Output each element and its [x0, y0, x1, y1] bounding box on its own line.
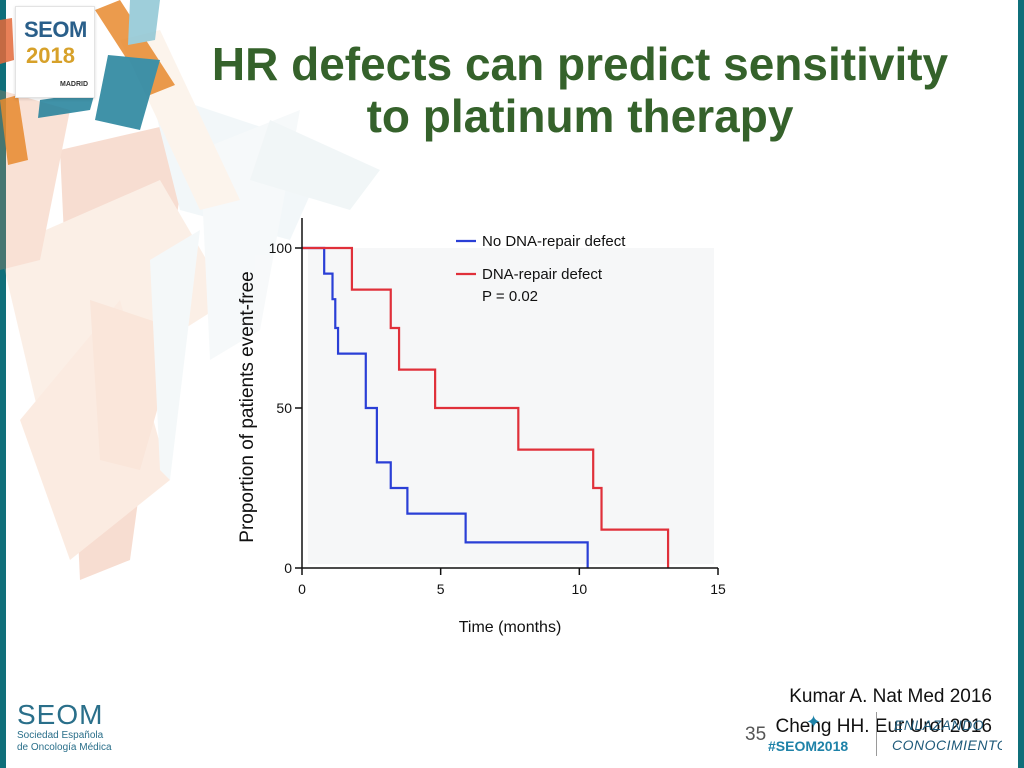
- decorative-background: [0, 0, 380, 580]
- y-axis-label: Proportion of patients event-free: [237, 271, 258, 543]
- slide-title-line2: to platinum therapy: [366, 90, 794, 142]
- legend-label-1: No DNA-repair defect: [482, 233, 626, 250]
- reference-1: Kumar A. Nat Med 2016: [789, 686, 992, 707]
- society-logo-title: SEOM: [17, 699, 104, 730]
- slide-number: 35: [745, 724, 767, 745]
- y-tick-label: 50: [276, 400, 292, 416]
- society-logo-line3: de Oncología Médica: [17, 742, 112, 753]
- plot-area: [308, 248, 714, 564]
- x-axis-label: Time (months): [459, 619, 562, 636]
- x-tick-label: 15: [710, 581, 726, 597]
- chart-axes: 0 50 100 0 5 10 15 Time (months): [269, 218, 726, 636]
- reference-2: Cheng HH. Eur Urol 2016: [775, 716, 993, 737]
- svg-text:ENLAZANDO: ENLAZANDO: [894, 717, 984, 733]
- enlazando-conocimiento-logo: ENLAZANDO CONOCIMIENTO: [892, 717, 1002, 753]
- logo-seom-text: SEOM: [24, 17, 87, 42]
- y-tick-label: 100: [269, 240, 293, 256]
- seom-society-logo: SEOM Sociedad Española de Oncología Médi…: [17, 700, 112, 754]
- x-tick-label: 5: [437, 581, 445, 597]
- right-accent-bar: [1018, 0, 1024, 768]
- twitter-bird-icon: ✦: [806, 712, 822, 732]
- left-accent-bar: [0, 0, 6, 768]
- chart-legend: No DNA-repair defect DNA-repair defect P =…: [456, 233, 626, 305]
- svg-text:CONOCIMIENTO: CONOCIMIENTO: [892, 737, 1002, 753]
- society-logo-line2: Sociedad Española: [17, 730, 104, 741]
- p-value-annotation: P = 0.02: [482, 288, 538, 305]
- series-line-2: [302, 246, 670, 568]
- slide-title: HR defects can predict sensitivity to pl…: [190, 38, 970, 142]
- logo-year-text: 2018: [26, 43, 75, 68]
- x-tick-label: 0: [298, 581, 306, 597]
- x-tick-label: 10: [572, 581, 588, 597]
- seom-2018-logo: SEOM 2018 MADRID: [15, 6, 95, 98]
- legend-label-2: DNA-repair defect: [482, 266, 603, 283]
- slide-title-line1: HR defects can predict sensitivity: [211, 38, 949, 90]
- references: Kumar A. Nat Med 2016 Cheng HH. Eur Urol…: [776, 682, 993, 742]
- series-line-1: [302, 246, 589, 568]
- logo-city-text: MADRID: [60, 81, 88, 88]
- series-lines: [302, 246, 670, 568]
- footer-divider: [876, 712, 877, 756]
- plot-background: [308, 248, 714, 564]
- kaplan-meier-chart: 0 50 100 0 5 10 15 Time (months) No DNA-repair …: [269, 218, 726, 636]
- hashtag-label: #SEOM2018: [768, 738, 849, 754]
- y-tick-label: 0: [284, 560, 292, 576]
